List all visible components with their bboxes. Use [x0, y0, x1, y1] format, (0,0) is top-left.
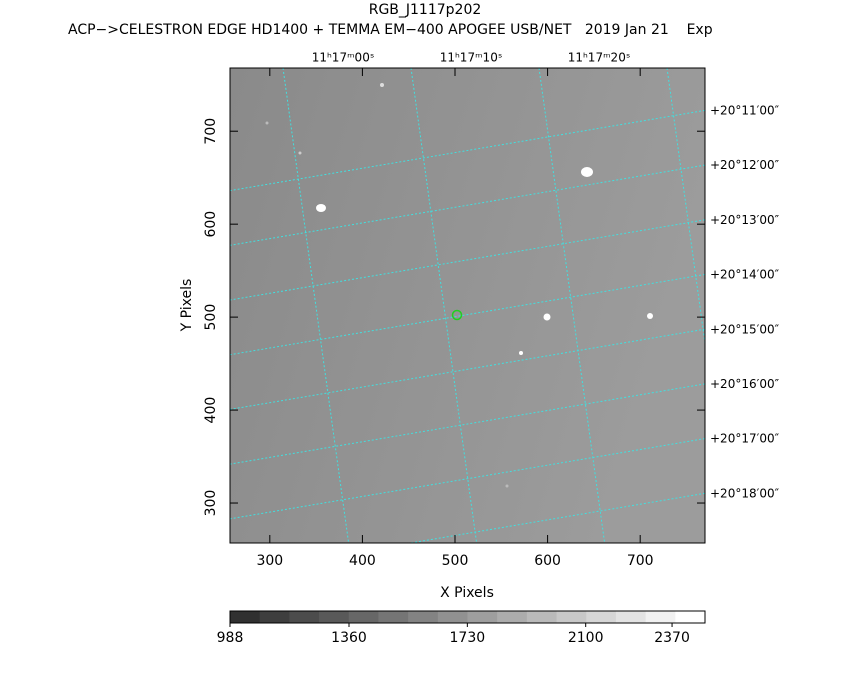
- colorbar-cell: [497, 611, 528, 623]
- colorbar-cell: [586, 611, 617, 623]
- x-tick-label: 700: [627, 553, 654, 569]
- colorbar-tick-label: 1360: [331, 630, 367, 646]
- ra-grid-line: [666, 68, 705, 347]
- star: [298, 151, 302, 155]
- frame: [229, 67, 706, 544]
- colorbar-cell: [437, 611, 468, 623]
- ra-label: 11ʰ17ᵐ20ˢ: [568, 51, 631, 65]
- dec-label: +20°17′00″: [710, 432, 780, 446]
- colorbar-tick-label: 2370: [654, 630, 690, 646]
- colorbar-cell: [319, 611, 350, 623]
- wcs-grid: [230, 68, 705, 543]
- star: [519, 351, 523, 355]
- colorbar-tick-label: 1730: [450, 630, 486, 646]
- star: [581, 167, 593, 177]
- star: [543, 313, 551, 321]
- dec-grid-line: [230, 109, 705, 192]
- y-axis-label: Y Pixels: [179, 279, 195, 333]
- colorbar-cell: [645, 611, 676, 623]
- dec-label: +20°16′00″: [710, 377, 780, 391]
- colorbar-cell: [230, 611, 261, 623]
- x-tick-label: 600: [534, 553, 561, 569]
- colorbar-tick-label: 2100: [568, 630, 604, 646]
- colorbar-cell: [259, 611, 290, 623]
- star: [316, 204, 326, 212]
- colorbar-cell: [615, 611, 647, 623]
- chart-subtitle: ACP−>CELESTRON EDGE HD1400 + TEMMA EM−40…: [68, 22, 713, 38]
- colorbar-cell: [408, 611, 439, 623]
- y-tick-label: 500: [203, 304, 219, 331]
- image: [230, 68, 705, 543]
- dec-grid-line: [407, 492, 705, 543]
- colorbar-cell: [467, 611, 498, 623]
- x-tick-label: 300: [256, 553, 283, 569]
- dec-label: +20°11′00″: [710, 104, 780, 118]
- ra-label: 11ʰ17ᵐ00ˢ: [312, 51, 375, 65]
- star: [380, 83, 384, 87]
- dec-label: +20°14′00″: [710, 268, 780, 282]
- y-tick-label: 300: [203, 490, 219, 517]
- x-axis-label: X Pixels: [440, 585, 494, 601]
- ra-grid-line: [410, 68, 478, 543]
- colorbar-cell: [378, 611, 409, 623]
- stars: [265, 83, 653, 488]
- y-tick-label: 600: [203, 211, 219, 238]
- dec-grid-line: [230, 328, 705, 410]
- colorbar-cell: [289, 611, 320, 623]
- dec-label: +20°15′00″: [710, 322, 780, 336]
- ra-grid-line: [282, 68, 350, 543]
- y-tick-label: 700: [203, 118, 219, 145]
- dec-grid-line: [230, 219, 705, 301]
- x-tick-label: 400: [349, 553, 376, 569]
- ra-grid-line: [538, 68, 606, 543]
- x-tick-label: 500: [442, 553, 469, 569]
- star: [265, 121, 269, 125]
- ra-label: 11ʰ17ᵐ10ˢ: [440, 51, 503, 65]
- dec-grid-line: [230, 273, 705, 356]
- colorbar-cell: [675, 611, 706, 623]
- dec-grid-line: [230, 383, 705, 465]
- chart-title: RGB_J1117p202: [369, 2, 482, 18]
- star: [647, 313, 653, 319]
- dec-grid-line: [230, 438, 705, 520]
- dec-label: +20°18′00″: [710, 486, 780, 500]
- colorbar-cell: [556, 611, 587, 623]
- dec-grid-line: [230, 164, 705, 246]
- target-marker: [451, 309, 463, 321]
- dec-label: +20°12′00″: [710, 158, 780, 172]
- colorbar-tick-label: 988: [217, 630, 244, 646]
- colorbar-cell: [526, 611, 558, 623]
- y-tick-label: 400: [203, 397, 219, 424]
- dec-label: +20°13′00″: [710, 213, 780, 227]
- colorbar-cell: [348, 611, 379, 623]
- star: [505, 484, 509, 488]
